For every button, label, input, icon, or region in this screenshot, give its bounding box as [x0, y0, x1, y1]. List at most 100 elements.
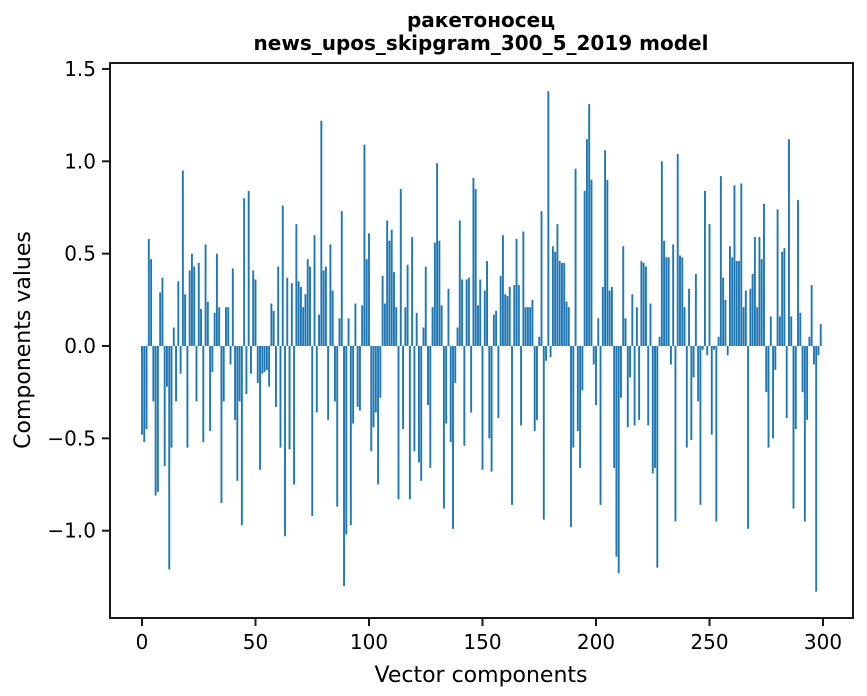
bar — [254, 279, 257, 346]
bar — [717, 336, 720, 346]
bar — [452, 346, 454, 529]
bar — [347, 318, 350, 346]
bar — [624, 318, 627, 346]
bar — [533, 346, 536, 431]
bar — [211, 346, 214, 372]
bar — [274, 346, 277, 407]
bar — [386, 220, 389, 346]
bar — [492, 314, 495, 346]
bar — [361, 305, 364, 346]
bar — [281, 205, 284, 346]
bar — [808, 336, 811, 346]
bar — [295, 224, 298, 346]
bar — [245, 346, 248, 395]
bar — [817, 346, 820, 356]
bar — [565, 301, 568, 346]
bar — [320, 120, 323, 346]
bar — [753, 237, 756, 346]
bar — [588, 104, 591, 346]
bar — [440, 305, 443, 346]
bar — [265, 346, 268, 371]
bar — [477, 305, 479, 346]
bar — [483, 290, 486, 346]
bar — [413, 346, 416, 452]
bar — [488, 346, 491, 439]
bar — [309, 266, 311, 346]
bar — [508, 286, 511, 346]
bar — [760, 259, 763, 346]
bar — [674, 346, 677, 522]
bar — [495, 310, 498, 346]
bar — [538, 336, 541, 346]
bar — [654, 346, 656, 468]
bar — [402, 346, 404, 430]
bar — [792, 346, 795, 509]
bar — [354, 303, 357, 346]
x-tick-label: 200 — [577, 630, 615, 654]
bar — [704, 190, 706, 346]
bar — [234, 346, 237, 420]
bar — [579, 346, 582, 468]
bar — [742, 307, 745, 346]
y-axis-label: Components values — [11, 231, 36, 449]
bar — [284, 346, 286, 537]
bar — [747, 346, 750, 529]
bar — [250, 346, 252, 374]
bar — [406, 264, 409, 346]
y-tick-label: 1.5 — [64, 57, 96, 81]
bar — [610, 286, 613, 346]
bar — [545, 346, 548, 361]
chart-title: ракетоносец — [407, 8, 555, 32]
bar — [778, 316, 781, 346]
bar — [304, 294, 307, 346]
bar — [352, 346, 355, 424]
bar — [377, 346, 380, 485]
bar — [583, 190, 586, 346]
bar — [218, 307, 221, 346]
bar — [327, 346, 330, 420]
bar — [626, 346, 629, 428]
bar — [601, 286, 604, 346]
bar — [383, 303, 386, 346]
bar — [617, 346, 620, 574]
bar — [277, 266, 280, 346]
bar — [143, 346, 146, 443]
bar — [449, 346, 452, 443]
bar — [181, 170, 184, 346]
bar — [663, 240, 666, 346]
bar — [200, 309, 202, 346]
bar — [676, 153, 679, 346]
bar — [781, 251, 784, 346]
bar — [722, 277, 725, 346]
bar — [288, 346, 291, 450]
bar — [620, 346, 622, 398]
bar — [152, 346, 155, 402]
bar — [581, 346, 584, 391]
bar — [379, 346, 382, 398]
bar — [231, 268, 234, 346]
bar — [501, 235, 504, 346]
bar — [247, 190, 250, 346]
x-tick-label: 250 — [690, 630, 728, 654]
bar — [229, 346, 232, 365]
bar — [783, 248, 786, 346]
bar — [236, 346, 239, 481]
x-axis-ticks: 0 50 100 150 200 250 300 — [136, 618, 842, 654]
bar — [467, 277, 470, 346]
bar — [688, 288, 691, 346]
bar — [463, 346, 466, 446]
bar — [243, 198, 246, 346]
bar — [642, 262, 645, 346]
bar — [363, 144, 366, 346]
bar — [633, 346, 636, 426]
bar — [397, 346, 400, 500]
bar — [345, 346, 348, 535]
bar — [204, 244, 207, 346]
bar — [179, 346, 182, 374]
bar — [404, 307, 407, 346]
bar — [658, 336, 661, 346]
bar — [215, 253, 218, 346]
bar — [506, 296, 509, 346]
bar — [765, 346, 768, 393]
bar — [150, 259, 153, 346]
